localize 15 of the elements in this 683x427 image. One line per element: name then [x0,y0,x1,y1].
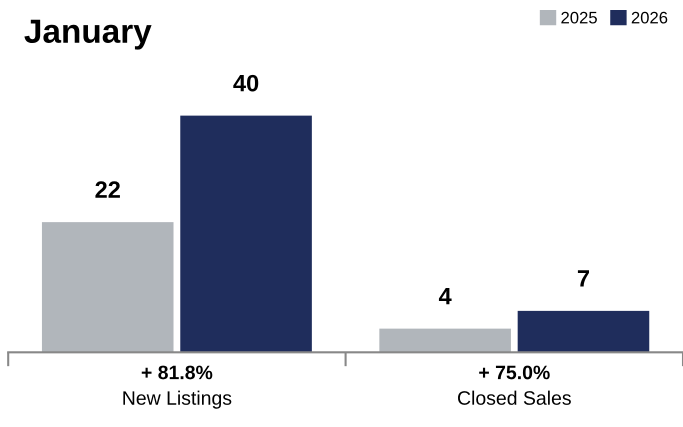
text: + 75.0% [479,366,550,380]
chart-title: January [24,20,152,50]
data-label: 40 [233,74,258,92]
text: + 81.8% [142,366,212,380]
x-tick-label: New Listings [123,390,232,409]
legend-label: 2025 [561,12,597,24]
bar [42,222,174,352]
legend-label: 2026 [632,12,668,24]
data-label: 22 [95,181,120,198]
bar [379,328,511,352]
bar [518,310,650,352]
x-tick-label: Closed Sales [458,390,571,405]
bar [180,116,312,352]
data-label: 4 [438,288,452,304]
data-label: 7 [578,270,589,287]
